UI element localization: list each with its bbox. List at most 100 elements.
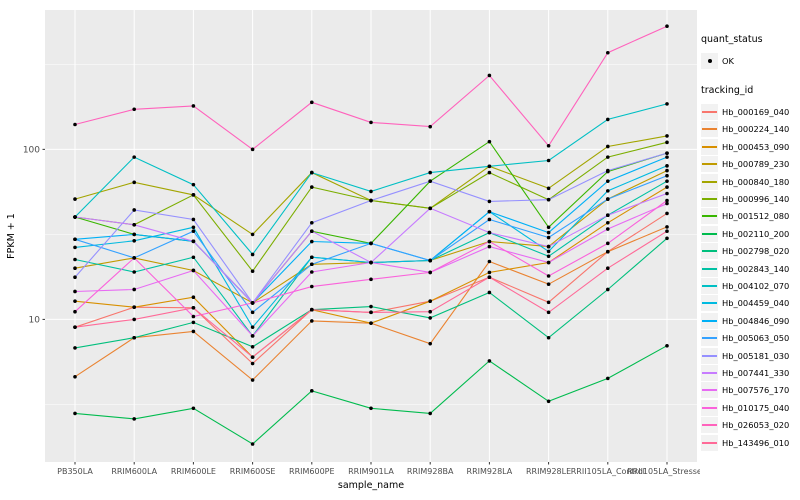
data-point bbox=[606, 168, 610, 173]
legend-entry-Hb_010175_040: Hb_010175_040 bbox=[701, 399, 799, 416]
data-point bbox=[310, 220, 314, 225]
legend-label: Hb_004846_090 bbox=[722, 315, 790, 326]
data-point bbox=[546, 186, 551, 191]
data-point bbox=[191, 329, 196, 334]
data-point bbox=[250, 147, 255, 152]
data-point bbox=[191, 255, 196, 260]
x-tick-label: PB350LA bbox=[57, 467, 93, 476]
line-swatch-icon bbox=[701, 173, 718, 190]
data-point bbox=[665, 164, 669, 168]
data-point bbox=[73, 299, 77, 303]
data-point bbox=[310, 239, 314, 244]
data-point bbox=[487, 259, 492, 264]
legend-label: Hb_002843_140 bbox=[722, 263, 790, 274]
data-point bbox=[546, 274, 551, 278]
legend-entry-Hb_143496_010: Hb_143496_010 bbox=[701, 434, 799, 451]
data-point bbox=[191, 229, 196, 234]
data-point bbox=[428, 170, 433, 175]
legend-label: Hb_007576_170 bbox=[722, 385, 790, 396]
data-point bbox=[73, 215, 77, 219]
line-swatch-icon bbox=[701, 225, 718, 242]
legend-entry-Hb_007441_330: Hb_007441_330 bbox=[701, 364, 799, 381]
legend-label-ok: OK bbox=[722, 55, 734, 66]
legend-panel: quant_status OK tracking_id Hb_000169_04… bbox=[701, 30, 799, 451]
legend-label: Hb_143496_010 bbox=[722, 437, 790, 448]
data-point bbox=[369, 260, 373, 265]
data-point bbox=[310, 170, 314, 175]
y-axis-title: FPKM + 1 bbox=[6, 213, 17, 259]
data-point bbox=[250, 301, 255, 305]
data-point bbox=[546, 282, 551, 287]
data-point bbox=[132, 155, 136, 159]
x-tick-label: RRIM901LA bbox=[348, 467, 394, 476]
line-swatch-icon bbox=[701, 104, 718, 121]
legend-entry-Hb_005181_030: Hb_005181_030 bbox=[701, 347, 799, 364]
data-point bbox=[546, 335, 551, 340]
data-point bbox=[487, 239, 492, 244]
x-tick-label: RRII105LA_Control bbox=[571, 467, 645, 476]
legend-label: Hb_000996_140 bbox=[722, 194, 790, 205]
data-point bbox=[546, 399, 551, 404]
data-point bbox=[546, 158, 551, 163]
data-point bbox=[369, 120, 373, 125]
data-point bbox=[73, 346, 77, 350]
data-point bbox=[132, 305, 136, 309]
legend-entry-Hb_000453_090: Hb_000453_090 bbox=[701, 138, 799, 155]
data-point bbox=[546, 310, 551, 315]
line-swatch-icon bbox=[701, 312, 718, 329]
data-point bbox=[132, 223, 136, 227]
data-point bbox=[428, 411, 433, 416]
legend-entry-Hb_000169_040: Hb_000169_040 bbox=[701, 103, 799, 121]
line-swatch-icon bbox=[701, 191, 718, 208]
data-point bbox=[606, 213, 610, 217]
data-point bbox=[191, 104, 196, 108]
legend-label: Hb_010175_040 bbox=[722, 402, 790, 413]
data-point bbox=[310, 389, 314, 393]
data-point bbox=[428, 270, 433, 275]
data-point bbox=[665, 191, 669, 196]
x-axis-title: sample_name bbox=[338, 480, 404, 491]
data-point bbox=[310, 319, 314, 323]
data-point bbox=[132, 270, 136, 274]
data-point bbox=[132, 335, 136, 340]
x-tick-label: RRIM600LE bbox=[171, 467, 216, 476]
data-point bbox=[369, 304, 373, 309]
data-point bbox=[191, 239, 196, 244]
data-point bbox=[428, 124, 433, 129]
x-tick-label: RRIM928BA bbox=[407, 467, 454, 476]
legend-entry-Hb_000224_140: Hb_000224_140 bbox=[701, 121, 799, 138]
data-point bbox=[606, 117, 610, 122]
data-point bbox=[665, 343, 669, 348]
data-point bbox=[250, 442, 255, 446]
x-tick-label: RRII105LA_Stressed bbox=[627, 467, 700, 476]
data-point bbox=[250, 334, 255, 338]
line-swatch-icon bbox=[701, 330, 718, 347]
data-point bbox=[369, 189, 373, 194]
legend-entry-Hb_000996_140: Hb_000996_140 bbox=[701, 190, 799, 208]
legend-label: Hb_026053_020 bbox=[722, 420, 790, 431]
legend-title-tracking-id: tracking_id bbox=[701, 85, 754, 97]
data-point bbox=[73, 289, 77, 294]
data-point bbox=[73, 266, 77, 271]
data-point bbox=[310, 262, 314, 267]
data-point bbox=[250, 232, 255, 237]
data-point bbox=[250, 361, 255, 366]
data-point bbox=[369, 277, 373, 282]
data-point bbox=[73, 374, 77, 379]
data-point bbox=[665, 179, 669, 183]
data-point bbox=[546, 197, 551, 202]
data-point bbox=[132, 180, 136, 185]
data-point bbox=[546, 230, 551, 235]
data-point bbox=[73, 325, 77, 329]
legend-entry-Hb_004102_070: Hb_004102_070 bbox=[701, 277, 799, 294]
data-point bbox=[665, 211, 669, 216]
data-point bbox=[73, 122, 77, 127]
data-point bbox=[310, 100, 314, 105]
data-point bbox=[428, 258, 433, 263]
y-tick-label: 10 bbox=[29, 315, 41, 325]
line-swatch-icon bbox=[701, 434, 718, 451]
data-point bbox=[73, 237, 77, 242]
data-point bbox=[606, 220, 610, 225]
data-point bbox=[250, 325, 255, 329]
data-point bbox=[487, 270, 492, 275]
